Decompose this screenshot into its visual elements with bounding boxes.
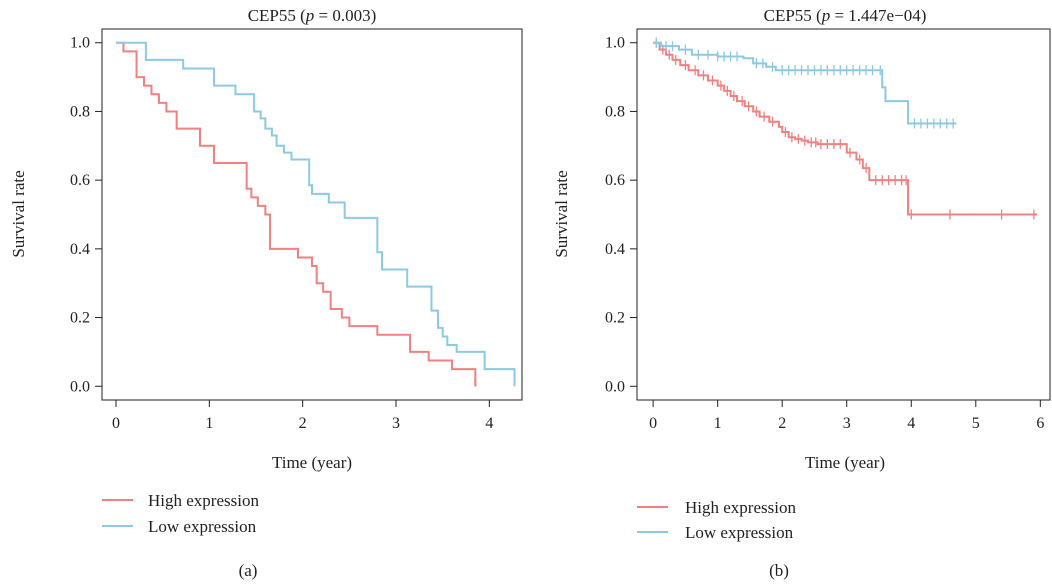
panel-b-x-tick-label: 2: [778, 415, 786, 432]
panel-b-curves: [653, 37, 1038, 220]
panel-a-legend-label-low: Low expression: [148, 517, 257, 536]
panel-a: CEP55 (p = 0.003) 0.0 0.2 0.4 0.6 0.8 1.0 0 1 2…: [9, 6, 523, 580]
panel-b-x-tick-label: 1: [714, 415, 722, 432]
panel-a-legend: High expression Low expression: [102, 491, 259, 536]
panel-b-y-tick-label: 0.4: [605, 241, 625, 258]
panel-a-y-axis-label: Survival rate: [9, 170, 28, 257]
panel-a-plot-frame: [101, 28, 523, 401]
panel-a-x-tick-label: 4: [485, 415, 493, 432]
panel-b-curve-low: [653, 41, 957, 125]
panel-b-y-axis-label: Survival rate: [552, 170, 571, 257]
panel-a-curves: [116, 41, 516, 387]
panel-a-x-axis-label: Time (year): [272, 453, 352, 472]
panel-b-y-tick-label: 0.2: [605, 310, 625, 327]
panel-b-x-axis: 0 1 2 3 4 5 6: [649, 400, 1044, 432]
panel-b-plot-frame: [636, 28, 1051, 401]
panel-a-curve-high: [116, 41, 477, 387]
panel-b-y-tick-label: 0.0: [605, 378, 625, 395]
panel-a-title: CEP55 (p = 0.003): [248, 6, 377, 25]
panel-b-x-tick-label: 4: [907, 415, 915, 432]
panel-a-x-axis: 0 1 2 3 4: [112, 400, 493, 432]
panel-a-y-tick-label: 0.4: [70, 241, 90, 258]
panel-b-y-axis: 0.0 0.2 0.4 0.6 0.8 1.0: [605, 35, 637, 395]
panel-a-curve-low: [116, 41, 516, 387]
panel-a-y-tick-label: 0.2: [70, 310, 90, 327]
panel-b-x-tick-label: 5: [972, 415, 980, 432]
panel-a-y-tick-label: 0.0: [70, 378, 90, 395]
panel-b-legend: High expression Low expression: [637, 498, 796, 542]
panel-a-x-tick-label: 3: [392, 415, 400, 432]
panel-a-y-axis: 0.0 0.2 0.4 0.6 0.8 1.0: [70, 35, 102, 395]
panel-a-y-tick-label: 1.0: [70, 35, 90, 52]
panel-a-x-tick-label: 0: [112, 415, 120, 432]
panel-a-label: (a): [239, 561, 258, 580]
panel-a-y-tick-label: 0.6: [70, 172, 90, 189]
panel-b-legend-label-low: Low expression: [685, 523, 794, 542]
panel-b: CEP55 (p = 1.447e−04) 0.0 0.2 0.4 0.6 0.8 1.0…: [552, 6, 1051, 580]
panel-b-y-tick-label: 0.8: [605, 103, 625, 120]
panel-b-x-tick-label: 6: [1036, 415, 1044, 432]
panel-b-y-tick-label: 1.0: [605, 35, 625, 52]
panel-b-title: CEP55 (p = 1.447e−04): [764, 6, 927, 25]
panel-b-y-tick-label: 0.6: [605, 172, 625, 189]
panel-a-y-tick-label: 0.8: [70, 103, 90, 120]
panel-b-curve-high: [653, 41, 1038, 216]
panel-b-x-tick-label: 3: [843, 415, 851, 432]
panel-a-legend-label-high: High expression: [148, 491, 259, 510]
panel-b-x-tick-label: 0: [649, 415, 657, 432]
panel-a-x-tick-label: 2: [299, 415, 307, 432]
panel-b-x-axis-label: Time (year): [805, 453, 885, 472]
panel-b-legend-label-high: High expression: [685, 498, 796, 517]
panel-a-x-tick-label: 1: [205, 415, 213, 432]
panel-b-label: (b): [769, 561, 789, 580]
